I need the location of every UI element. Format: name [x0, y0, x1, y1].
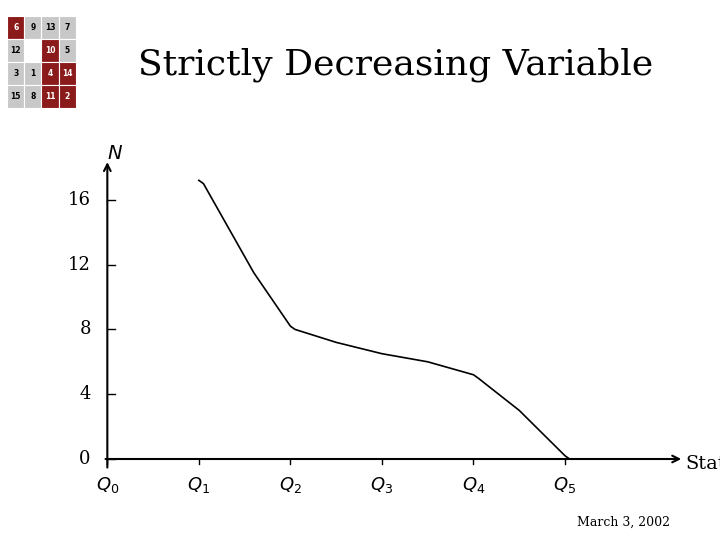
Text: $Q_5$: $Q_5$ — [554, 475, 577, 495]
Text: 14: 14 — [62, 69, 72, 78]
Bar — [58, 39, 76, 62]
Text: $Q_2$: $Q_2$ — [279, 475, 302, 495]
Bar — [58, 16, 76, 39]
Text: 3: 3 — [13, 69, 19, 78]
Text: $N$: $N$ — [107, 145, 122, 163]
Text: 2: 2 — [64, 92, 70, 101]
Text: State: State — [686, 455, 720, 473]
Text: $Q_3$: $Q_3$ — [370, 475, 394, 495]
Text: 5: 5 — [65, 46, 70, 55]
Text: Strictly Decreasing Variable: Strictly Decreasing Variable — [138, 48, 654, 82]
Text: 12: 12 — [11, 46, 21, 55]
Text: March 3, 2002: March 3, 2002 — [577, 516, 670, 529]
Bar — [24, 85, 41, 108]
Text: 9: 9 — [30, 23, 35, 32]
Bar — [24, 16, 41, 39]
Text: 16: 16 — [68, 191, 91, 209]
Bar — [24, 39, 41, 62]
Text: 6: 6 — [13, 23, 19, 32]
Bar — [42, 39, 58, 62]
Bar — [7, 16, 24, 39]
Bar — [7, 85, 24, 108]
Bar — [7, 39, 24, 62]
Text: 7: 7 — [64, 23, 70, 32]
Text: 12: 12 — [68, 255, 91, 274]
Text: 8: 8 — [30, 92, 35, 101]
Text: 10: 10 — [45, 46, 55, 55]
Text: 4: 4 — [79, 385, 91, 403]
Bar — [42, 85, 58, 108]
Text: 4: 4 — [48, 69, 53, 78]
Text: $Q_1$: $Q_1$ — [187, 475, 210, 495]
Text: $Q_0$: $Q_0$ — [96, 475, 119, 495]
Text: 1: 1 — [30, 69, 35, 78]
Bar — [42, 16, 58, 39]
Bar — [58, 85, 76, 108]
Bar — [7, 62, 24, 85]
Bar — [58, 62, 76, 85]
Text: 8: 8 — [79, 320, 91, 339]
Text: $Q_4$: $Q_4$ — [462, 475, 485, 495]
Text: 15: 15 — [11, 92, 21, 101]
Text: 0: 0 — [79, 450, 91, 468]
Bar — [24, 62, 41, 85]
Text: 13: 13 — [45, 23, 55, 32]
Text: 11: 11 — [45, 92, 55, 101]
Bar — [42, 62, 58, 85]
